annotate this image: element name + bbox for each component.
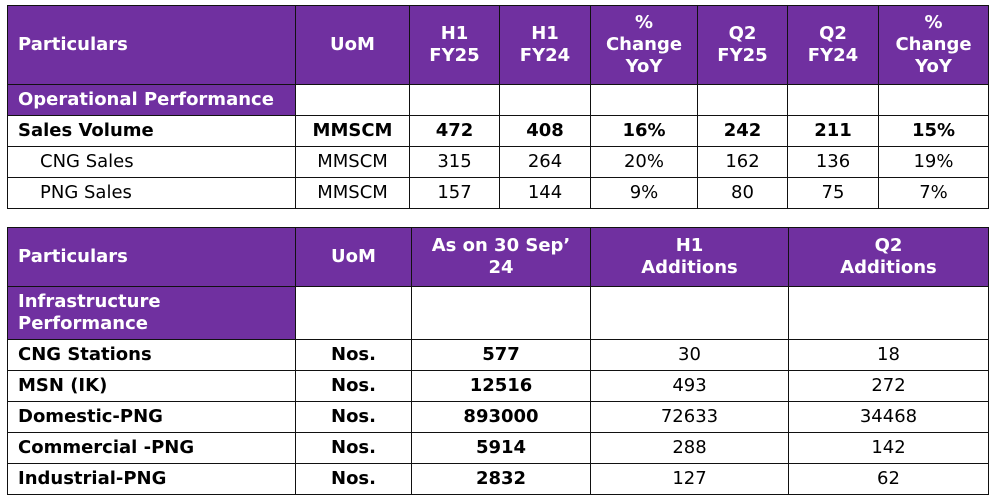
table-row: CNG Sales MMSCM 315 264 20% 162 136 19%: [7, 146, 989, 178]
empty-cell: [590, 84, 698, 116]
table-header-row: Particulars UoM As on 30 Sep’ 24 H1 Addi…: [7, 227, 989, 287]
row-label: PNG Sales: [7, 177, 296, 209]
cell: 7%: [878, 177, 989, 209]
header-q2-additions: Q2 Additions: [788, 227, 989, 287]
section-label: Operational Performance: [7, 84, 296, 116]
row-uom: Nos.: [295, 432, 412, 464]
cell: 493: [590, 370, 789, 402]
cell: 19%: [878, 146, 989, 178]
table-row: Sales Volume MMSCM 472 408 16% 242 211 1…: [7, 115, 989, 147]
table-header-row: Particulars UoM H1 FY25 H1 FY24 % Change…: [7, 5, 989, 85]
header-particulars: Particulars: [7, 227, 296, 287]
cell: 12516: [411, 370, 591, 402]
cell: 127: [590, 463, 789, 495]
row-label: Industrial-PNG: [7, 463, 296, 495]
cell: 162: [697, 146, 788, 178]
empty-cell: [787, 84, 879, 116]
cell: 30: [590, 339, 789, 371]
cell: 893000: [411, 401, 591, 433]
header-q2-fy24: Q2 FY24: [787, 5, 879, 85]
section-row: Operational Performance: [7, 84, 989, 116]
table-row: Commercial -PNG Nos. 5914 288 142: [7, 432, 989, 464]
table-row: PNG Sales MMSCM 157 144 9% 80 75 7%: [7, 177, 989, 209]
cell: 75: [787, 177, 879, 209]
cell: 80: [697, 177, 788, 209]
table-row: Industrial-PNG Nos. 2832 127 62: [7, 463, 989, 495]
row-label: CNG Stations: [7, 339, 296, 371]
cell: 18: [788, 339, 989, 371]
row-uom: Nos.: [295, 339, 412, 371]
cell: 16%: [590, 115, 698, 147]
header-q2-change: % Change YoY: [878, 5, 989, 85]
cell: 472: [409, 115, 500, 147]
row-label: Commercial -PNG: [7, 432, 296, 464]
empty-cell: [295, 286, 412, 340]
cell: 264: [499, 146, 591, 178]
table-row: CNG Stations Nos. 577 30 18: [7, 339, 989, 371]
section-label: Infrastructure Performance: [7, 286, 296, 340]
cell: 20%: [590, 146, 698, 178]
cell: 9%: [590, 177, 698, 209]
section-row: Infrastructure Performance: [7, 286, 989, 340]
operational-performance-table: Particulars UoM H1 FY25 H1 FY24 % Change…: [7, 5, 989, 209]
cell: 15%: [878, 115, 989, 147]
header-h1-fy24: H1 FY24: [499, 5, 591, 85]
cell: 34468: [788, 401, 989, 433]
row-uom: MMSCM: [295, 115, 410, 147]
cell: 157: [409, 177, 500, 209]
cell: 142: [788, 432, 989, 464]
cell: 288: [590, 432, 789, 464]
cell: 315: [409, 146, 500, 178]
row-uom: Nos.: [295, 401, 412, 433]
header-uom: UoM: [295, 227, 412, 287]
row-label: CNG Sales: [7, 146, 296, 178]
empty-cell: [409, 84, 500, 116]
empty-cell: [411, 286, 591, 340]
infrastructure-performance-table: Particulars UoM As on 30 Sep’ 24 H1 Addi…: [7, 227, 989, 495]
cell: 408: [499, 115, 591, 147]
empty-cell: [499, 84, 591, 116]
cell: 5914: [411, 432, 591, 464]
cell: 72633: [590, 401, 789, 433]
row-uom: MMSCM: [295, 146, 410, 178]
row-uom: Nos.: [295, 463, 412, 495]
empty-cell: [878, 84, 989, 116]
empty-cell: [788, 286, 989, 340]
empty-cell: [590, 286, 789, 340]
row-uom: MMSCM: [295, 177, 410, 209]
header-q2-fy25: Q2 FY25: [697, 5, 788, 85]
cell: 577: [411, 339, 591, 371]
row-uom: Nos.: [295, 370, 412, 402]
cell: 2832: [411, 463, 591, 495]
row-label: Sales Volume: [7, 115, 296, 147]
cell: 211: [787, 115, 879, 147]
empty-cell: [295, 84, 410, 116]
empty-cell: [697, 84, 788, 116]
row-label: Domestic-PNG: [7, 401, 296, 433]
table-row: Domestic-PNG Nos. 893000 72633 34468: [7, 401, 989, 433]
cell: 62: [788, 463, 989, 495]
header-particulars: Particulars: [7, 5, 296, 85]
cell: 144: [499, 177, 591, 209]
header-uom: UoM: [295, 5, 410, 85]
cell: 272: [788, 370, 989, 402]
cell: 242: [697, 115, 788, 147]
header-h1-additions: H1 Additions: [590, 227, 789, 287]
cell: 136: [787, 146, 879, 178]
header-h1-fy25: H1 FY25: [409, 5, 500, 85]
header-as-on-date: As on 30 Sep’ 24: [411, 227, 591, 287]
header-h1-change: % Change YoY: [590, 5, 698, 85]
row-label: MSN (IK): [7, 370, 296, 402]
table-row: MSN (IK) Nos. 12516 493 272: [7, 370, 989, 402]
